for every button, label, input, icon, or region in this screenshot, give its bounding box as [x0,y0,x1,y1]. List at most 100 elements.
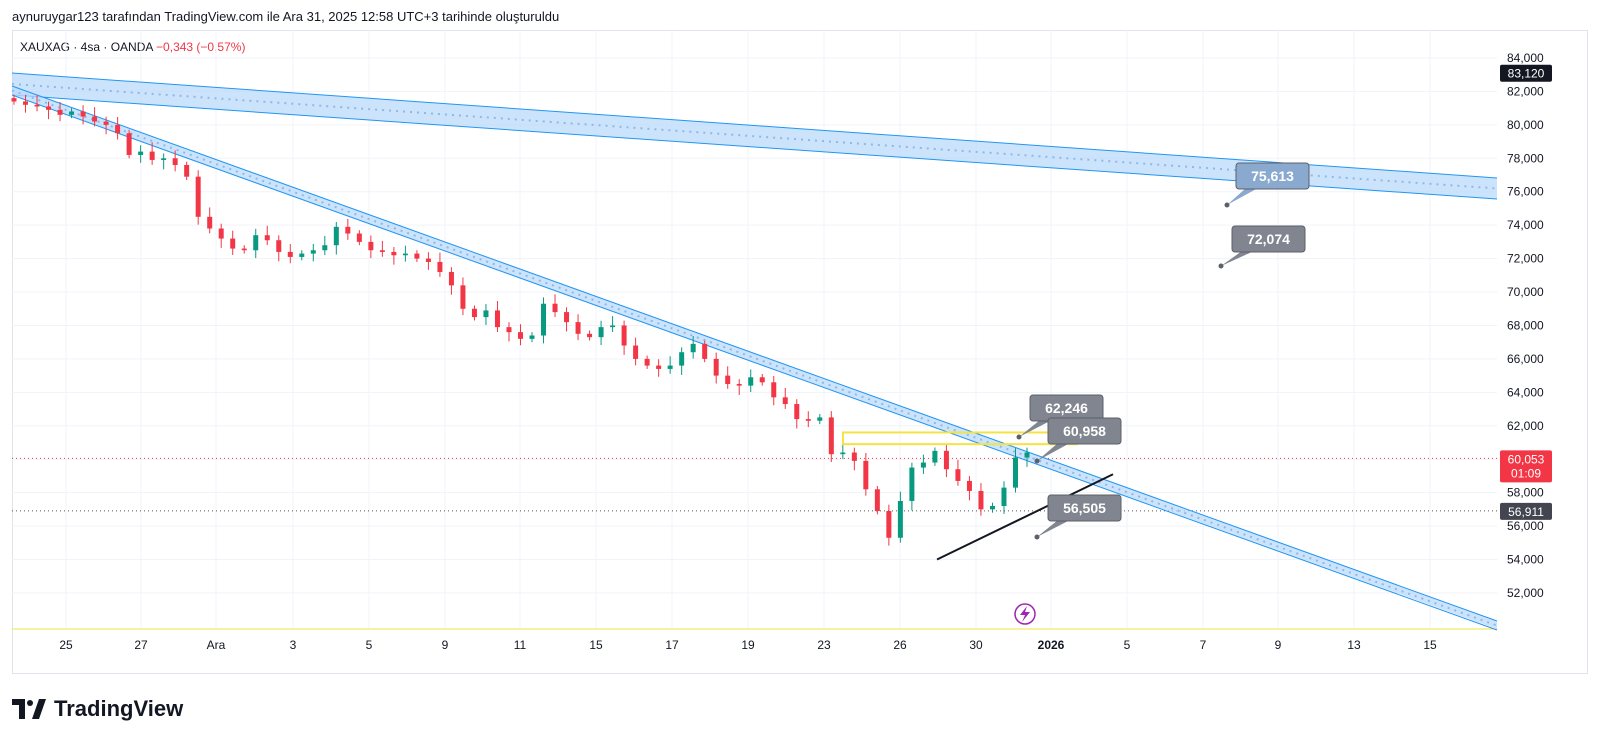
candle-body [736,383,742,386]
y-tick-label: 56,000 [1507,519,1544,533]
candle-body [874,489,880,512]
down-channel-top [11,85,1498,622]
callout-text: 62,246 [1045,400,1088,416]
candle-body [34,104,40,107]
x-tick-label: 15 [1423,638,1437,652]
candle-body [287,251,293,257]
candle-body [172,158,178,165]
candle-body [92,116,98,122]
marked-price-tag-bg [1500,502,1552,520]
x-tick-label: 27 [134,638,148,652]
candle-body [782,397,788,405]
flash-icon [1014,603,1036,625]
candle-body [103,121,109,125]
price-callout: 72,074 [1218,225,1306,269]
callout-pointer [1037,520,1070,537]
candle-body [322,245,328,251]
candle-body [702,343,708,359]
candle-body [564,312,570,323]
candle-body [886,511,892,538]
candle-body [264,235,270,241]
candle-body [794,404,800,420]
candle-body [978,490,984,510]
candle-body [541,303,547,336]
high-price-tag-bg [1500,64,1552,82]
candle-body [460,285,466,309]
candle-body [241,248,247,251]
candle-body [368,241,374,251]
callout-pointer [1227,188,1258,205]
x-tick-label: 25 [59,638,73,652]
candle-body [667,365,673,369]
candle-body [748,377,754,386]
x-tick-label: 13 [1347,638,1361,652]
x-tick-label: 23 [817,638,831,652]
y-tick-label: 66,000 [1507,352,1544,366]
price-callout: 62,246 [1016,394,1104,440]
x-tick-label: 9 [442,638,449,652]
candle-body [310,250,316,254]
candle-body [851,452,857,461]
candle-body [230,238,236,249]
callout-box [1231,225,1306,253]
x-tick-label: 30 [969,638,983,652]
time-axis[interactable]: 25 27 Ara 3 5 9 11 15 17 19 23 26 30 2026 5 7 9 13 15 [59,638,1437,652]
candle-body [80,111,86,117]
candle-body [771,382,777,398]
candle-body [379,250,385,252]
callout-pointer [1019,420,1052,437]
last-price-tag-text: 60,053 [1508,452,1545,466]
last-price-tag-bg [1500,450,1552,483]
upper-channel-fill [12,73,1497,199]
candle-body [184,164,190,177]
callout-text: 56,505 [1063,500,1106,516]
symbol-name: XAUXAG · 4sa · OANDA [20,40,153,54]
candle-body [253,235,259,251]
candle-body [989,506,995,510]
down-channel-bottom [11,94,1498,631]
candle-body [437,261,443,272]
price-callout: 56,505 [1034,494,1122,540]
candle-body [448,271,454,286]
y-tick-label: 78,000 [1507,151,1544,165]
candle-body [690,343,696,353]
candle-body [828,417,834,455]
candle-body [610,325,616,328]
x-tick-label: 2026 [1038,638,1065,652]
candle-body [805,419,811,421]
y-tick-label: 54,000 [1507,553,1544,567]
candle-body [115,124,121,134]
x-tick-label: 15 [589,638,603,652]
y-tick-label: 70,000 [1507,285,1544,299]
symbol-change: −0,343 (−0,57%) [156,40,246,54]
callout-box [1047,494,1122,522]
candle-body [1012,457,1018,488]
candle-body [46,106,52,110]
y-tick-label: 80,000 [1507,118,1544,132]
x-tick-label: 26 [893,638,907,652]
last-price-tag-text: 01:09 [1511,466,1541,480]
candle-body [161,158,167,160]
candle-body [402,253,408,256]
y-tick-label: 62,000 [1507,419,1544,433]
y-tick-label: 84,000 [1507,51,1544,65]
candle-body [356,233,362,242]
callout-anchor [1034,534,1040,540]
tradingview-logo[interactable]: TradingView [12,696,183,722]
chart-frame[interactable] [12,30,1588,674]
price-axis[interactable]: 84,000 82,000 80,000 78,000 76,000 74,000 72,0… [1500,51,1552,600]
x-tick-label: 9 [1275,638,1282,652]
candle-body [725,375,731,384]
candles [11,94,1030,546]
symbol-legend: XAUXAG · 4sa · OANDA −0,343 (−0,57%) [20,40,245,54]
callout-box [1235,162,1310,190]
price-callout: 60,958 [1034,417,1122,464]
candle-body [909,467,915,501]
candle-body [276,240,282,252]
candle-body [943,450,949,470]
x-tick-label: 19 [741,638,755,652]
y-tick-label: 72,000 [1507,252,1544,266]
attribution-text: aynuruygar123 tarafından TradingView.com… [12,9,560,24]
down-channel-fill [12,86,1497,629]
